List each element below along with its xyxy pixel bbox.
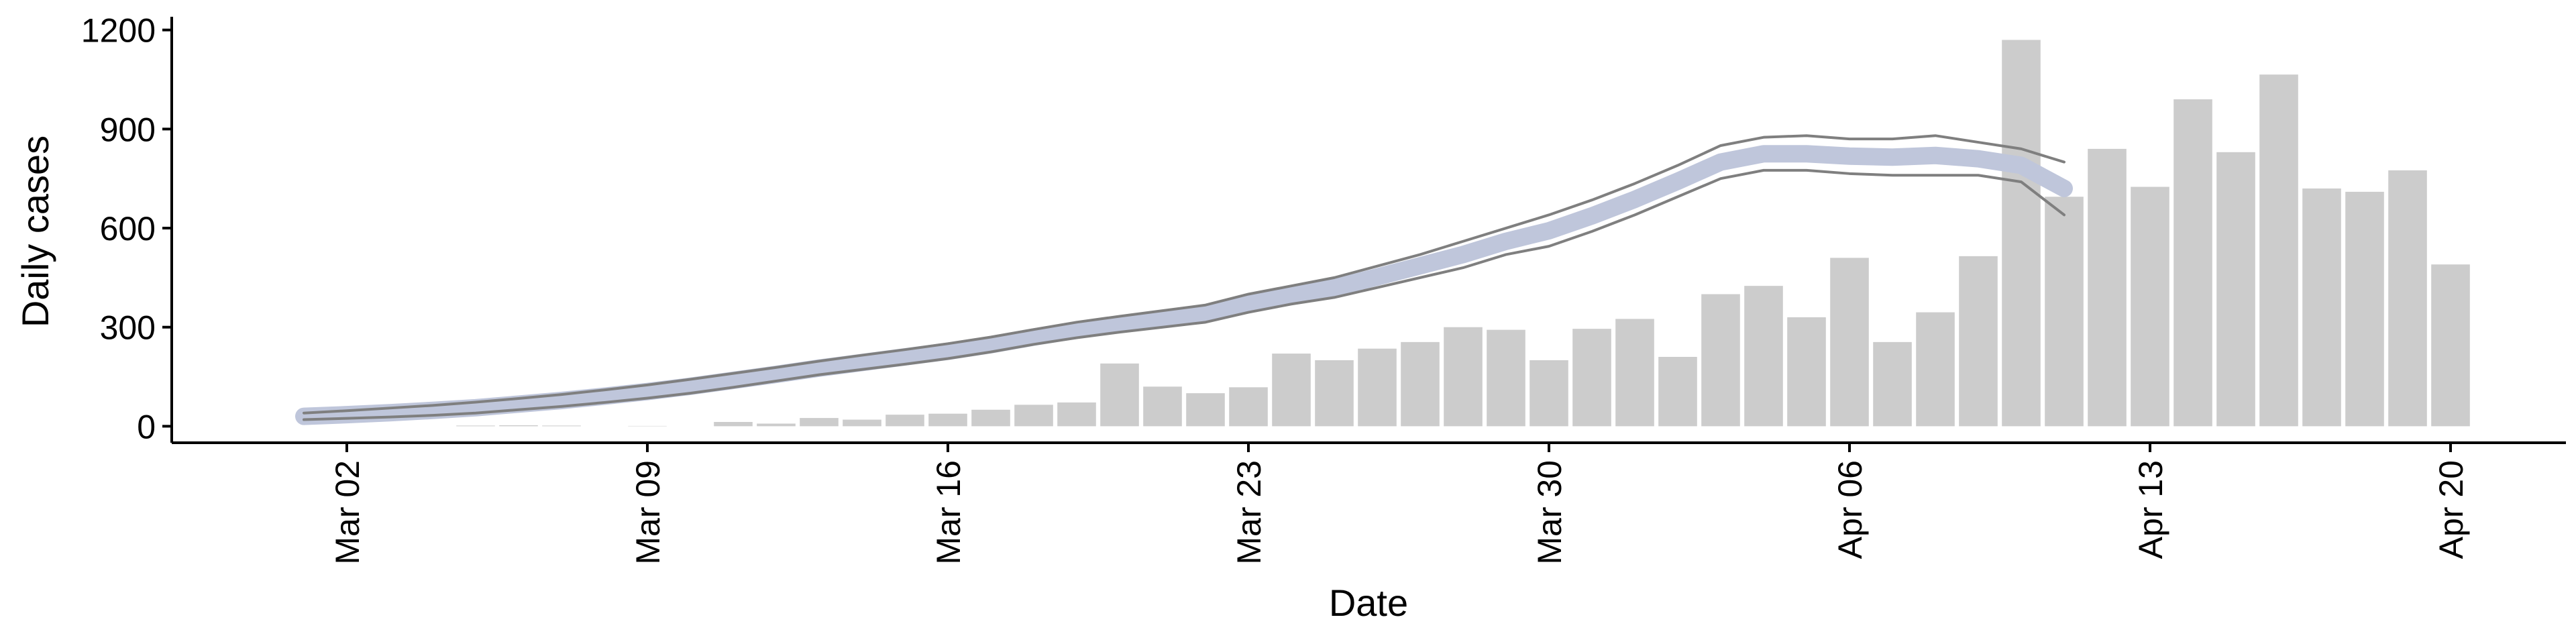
bar	[1873, 341, 1912, 427]
bar	[499, 425, 538, 427]
bar	[1701, 294, 1740, 427]
bar	[2345, 191, 2384, 427]
bar	[1959, 256, 1998, 427]
bar	[2174, 99, 2212, 427]
bar	[843, 419, 881, 427]
bar	[456, 425, 495, 427]
bar	[885, 415, 924, 427]
bar	[714, 421, 753, 427]
bar	[1744, 286, 1783, 427]
bar	[1229, 387, 1268, 427]
y-axis-title: Daily cases	[14, 136, 56, 327]
line	[303, 168, 2065, 421]
bar	[2045, 197, 2084, 427]
y-tick-label: 300	[100, 309, 156, 347]
line	[303, 134, 2065, 415]
line	[295, 145, 2073, 425]
bar	[2088, 148, 2127, 427]
x-tick-label: Mar 16	[930, 460, 967, 565]
x-tick-label: Mar 09	[629, 460, 667, 565]
x-tick-label: Mar 02	[329, 460, 366, 565]
bar	[800, 418, 839, 427]
bar	[1186, 393, 1225, 427]
bar	[1143, 386, 1182, 427]
bar	[1572, 329, 1611, 427]
bar	[2388, 170, 2427, 427]
bar	[2002, 40, 2041, 427]
x-tick-label: Mar 30	[1531, 460, 1568, 565]
bar	[2302, 188, 2341, 427]
y-tick-label: 1200	[81, 12, 156, 50]
bar	[2259, 74, 2298, 427]
x-tick-label: Apr 13	[2132, 460, 2169, 559]
bar	[1401, 341, 1440, 427]
y-tick-label: 0	[137, 408, 156, 445]
bar	[1358, 348, 1397, 427]
bar	[1658, 357, 1697, 427]
bar	[1830, 258, 1869, 427]
bar	[1487, 329, 1525, 427]
y-tick-label: 600	[100, 210, 156, 248]
bar	[971, 409, 1010, 427]
bar	[1787, 317, 1826, 427]
bar	[928, 413, 967, 427]
y-tick-label: 900	[100, 111, 156, 148]
bar	[2216, 152, 2255, 427]
bar	[1100, 363, 1139, 427]
x-tick-label: Mar 23	[1230, 460, 1268, 565]
bar	[1057, 402, 1096, 427]
bar	[1529, 360, 1568, 427]
x-tick-label: Apr 06	[1831, 460, 1869, 559]
bar	[1916, 312, 1955, 427]
x-tick-label: Apr 20	[2432, 460, 2470, 559]
bar	[1615, 319, 1654, 427]
bar	[1444, 327, 1483, 427]
bar	[1272, 354, 1311, 427]
bar	[1014, 405, 1053, 427]
bar	[2431, 264, 2470, 427]
bar	[1315, 360, 1354, 427]
bar	[2131, 186, 2169, 427]
x-axis-title: Date	[1329, 582, 1408, 624]
bar	[542, 425, 581, 427]
bar	[757, 423, 796, 427]
